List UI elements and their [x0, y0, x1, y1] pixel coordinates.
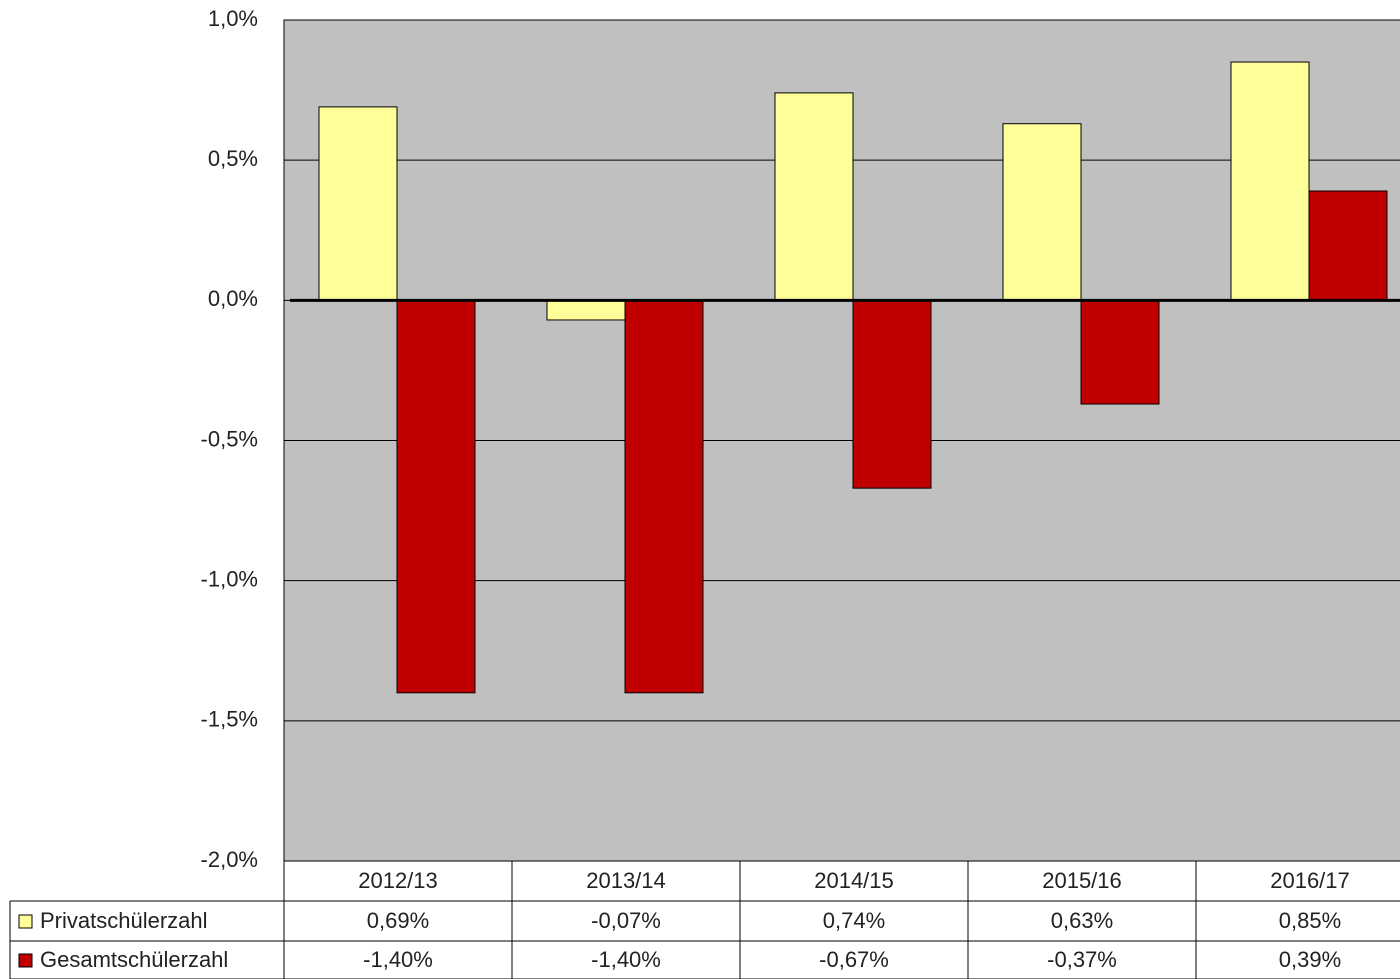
table-value: -1,40%: [363, 947, 433, 972]
bar: [396, 299, 476, 694]
legend-swatch: [18, 914, 33, 929]
y-tick-label: 0,0%: [208, 286, 258, 311]
bar: [852, 299, 932, 489]
y-tick-label: 0,5%: [208, 146, 258, 171]
bar: [1230, 61, 1310, 301]
x-tick-label: 2012/13: [358, 868, 438, 893]
bar: [546, 299, 626, 321]
y-tick-label: 1,0%: [208, 6, 258, 31]
x-tick-label: 2014/15: [814, 868, 894, 893]
table-value: -0,37%: [1047, 947, 1117, 972]
bar: [624, 299, 704, 694]
table-value: -0,07%: [591, 908, 661, 933]
x-tick-label: 2015/16: [1042, 868, 1122, 893]
bar: [1308, 190, 1388, 301]
legend-label: Privatschülerzahl: [40, 908, 208, 933]
bar: [1002, 123, 1082, 301]
table-value: 0,69%: [367, 908, 429, 933]
table-value: 0,39%: [1279, 947, 1341, 972]
x-tick-label: 2013/14: [586, 868, 666, 893]
table-value: 0,74%: [823, 908, 885, 933]
y-tick-label: -1,0%: [201, 566, 258, 591]
bar: [774, 92, 854, 301]
legend-label: Gesamtschülerzahl: [40, 947, 228, 972]
table-value: 0,85%: [1279, 908, 1341, 933]
y-tick-label: -0,5%: [201, 426, 258, 451]
y-tick-label: -2,0%: [201, 847, 258, 872]
bar: [1080, 299, 1160, 405]
legend-swatch: [18, 953, 33, 968]
y-tick-label: -1,5%: [201, 707, 258, 732]
table-value: -1,40%: [591, 947, 661, 972]
x-tick-label: 2016/17: [1270, 868, 1350, 893]
bar: [318, 106, 398, 301]
table-value: -0,67%: [819, 947, 889, 972]
table-value: 0,63%: [1051, 908, 1113, 933]
